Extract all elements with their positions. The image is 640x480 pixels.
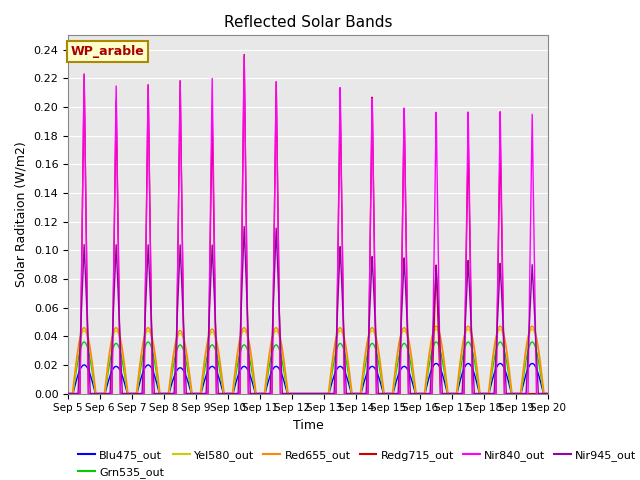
X-axis label: Time: Time bbox=[292, 419, 324, 432]
Text: WP_arable: WP_arable bbox=[70, 45, 144, 58]
Y-axis label: Solar Raditaion (W/m2): Solar Raditaion (W/m2) bbox=[15, 142, 28, 288]
Title: Reflected Solar Bands: Reflected Solar Bands bbox=[224, 15, 392, 30]
Legend: Blu475_out, Grn535_out, Yel580_out, Red655_out, Redg715_out, Nir840_out, Nir945_: Blu475_out, Grn535_out, Yel580_out, Red6… bbox=[74, 446, 640, 480]
